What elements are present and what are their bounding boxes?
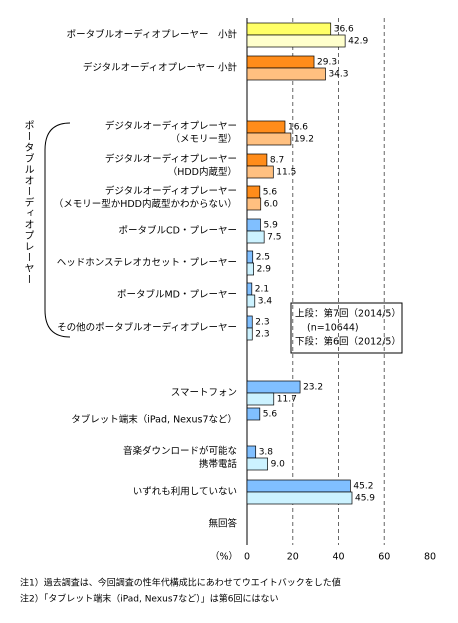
value-label: 2.3 [255, 318, 269, 328]
legend-box [290, 302, 403, 354]
x-tick-label: 60 [378, 552, 390, 563]
bar [246, 327, 253, 341]
value-label: 5.9 [263, 221, 278, 231]
x-axis-label: （%） [210, 551, 238, 563]
value-label: 3.8 [259, 448, 274, 458]
bar [246, 445, 257, 459]
bar [246, 120, 286, 134]
category-label: 携帯電話 [199, 458, 238, 470]
bar [246, 153, 268, 167]
bar [246, 294, 256, 308]
value-label: 2.9 [257, 265, 272, 275]
bar [246, 250, 254, 264]
category-label: ポータブルMD・プレーヤー [117, 289, 237, 301]
bar [246, 457, 268, 471]
bar [246, 132, 292, 146]
category-label: スマートフォン [171, 388, 237, 399]
legend-text: 下段：第6回（2012/5） [295, 336, 401, 348]
x-tick-label: 40 [332, 552, 344, 563]
bar [246, 230, 265, 244]
category-label: いずれも利用していない [133, 486, 237, 498]
category-label: ヘッドホンステレオカセット・プレーヤー [57, 258, 237, 269]
value-label: 3.4 [258, 297, 273, 307]
value-label: 36.6 [334, 25, 354, 35]
category-label: デジタルオーディオプレーヤー [105, 185, 237, 197]
bar [246, 479, 351, 493]
value-label: 8.7 [270, 156, 284, 166]
category-label: （メモリー型かHDD内蔵型かわからない） [54, 198, 237, 210]
bar [246, 392, 275, 406]
legend-text: (n=10644) [307, 323, 359, 334]
value-label: 45.2 [353, 482, 373, 492]
legend-text: 上段：第7回（2014/5） [295, 308, 401, 320]
value-label: 42.9 [348, 37, 368, 47]
category-label: ポータブルCD・プレーヤー [119, 225, 237, 237]
category-label: 無回答 [208, 518, 237, 530]
value-label: 5.6 [263, 410, 278, 420]
value-label: 19.2 [294, 135, 314, 145]
category-label: デジタルオーディオプレーヤー [105, 120, 237, 132]
bar [246, 407, 261, 421]
bar [246, 34, 346, 48]
group-label: ポータブルオーディオプレーヤー [22, 120, 34, 285]
value-label: 23.2 [303, 383, 323, 393]
value-label: 2.3 [255, 330, 269, 340]
bar [246, 282, 253, 296]
value-label: 2.1 [255, 285, 269, 295]
category-label: （メモリー型） [170, 133, 237, 145]
category-label: ポータブルオーディオプレーヤー 小計 [67, 29, 238, 41]
value-label: 11.5 [276, 168, 296, 178]
value-label: 45.9 [355, 494, 375, 504]
bar [246, 380, 301, 394]
value-label: 34.3 [328, 70, 348, 80]
category-label: （HDD内蔵型） [168, 166, 237, 178]
bar [246, 218, 261, 232]
value-label: 16.6 [288, 123, 308, 133]
value-label: 2.5 [256, 253, 270, 263]
x-tick-label: 80 [424, 552, 436, 563]
value-label: 11.7 [277, 395, 297, 405]
value-label: 5.6 [263, 188, 278, 198]
x-tick-label: 0 [244, 552, 250, 563]
group-bracket [44, 122, 71, 338]
bar [246, 185, 261, 199]
value-label: 7.5 [267, 233, 281, 243]
category-label: デジタルオーディオプレーヤー 小計 [83, 62, 238, 74]
bar [246, 55, 315, 69]
bar [246, 315, 253, 329]
bar [246, 22, 332, 36]
note: 注2）「タブレット端末（iPad, Nexus7など）」は第6回にはない [20, 593, 278, 605]
value-label: 6.0 [264, 200, 279, 210]
bar [246, 197, 262, 211]
bar [246, 67, 326, 81]
value-label: 29.3 [317, 58, 337, 68]
bar [246, 491, 353, 505]
category-label: デジタルオーディオプレーヤー [105, 153, 237, 165]
value-label: 9.0 [271, 460, 286, 470]
category-label: その他のポータブルオーディオプレーヤー [57, 322, 237, 334]
note: 注1）過去調査は、今回調査の性年代構成比にあわせてウエイトバックをした値 [20, 577, 341, 589]
category-label: 音楽ダウンロードが可能な [123, 445, 237, 457]
x-tick-label: 20 [287, 552, 299, 563]
bar [246, 165, 274, 179]
bar [246, 262, 254, 276]
category-label: タブレット端末（iPad, Nexus7など） [71, 414, 237, 426]
